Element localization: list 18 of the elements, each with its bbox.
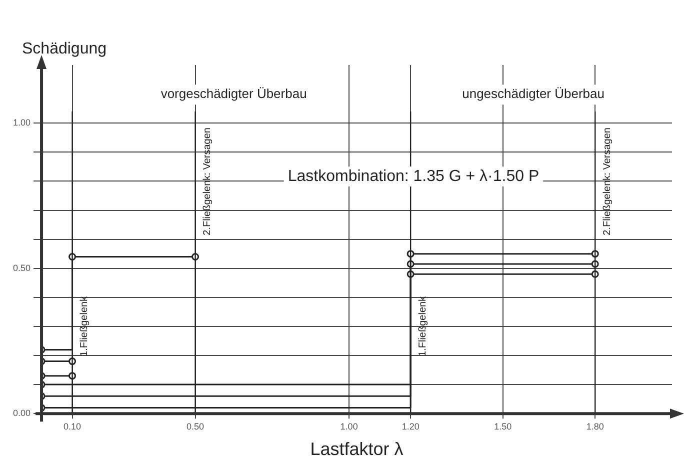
annotation: Lastkombination: 1.35 G + λ·1.50 P	[288, 168, 540, 185]
x-tick-label: 0.10	[64, 421, 82, 432]
y-tick-label: 0.50	[12, 262, 31, 273]
y-axis-title: Schädigung	[22, 40, 107, 58]
annotation: vorgeschädigter Überbau	[160, 86, 307, 102]
annotation: ungeschädigter Überbau	[462, 86, 604, 102]
ref-line-label: 2.Fließgelenk: Versagen	[202, 128, 214, 236]
x-tick-label: 1.80	[586, 421, 604, 432]
x-tick-label: 1.50	[494, 421, 512, 432]
x-axis-title: Lastfaktor λ	[310, 439, 404, 460]
ref-line-label: 1.Fließgelenk	[417, 295, 428, 356]
y-tick-label: 1.00	[12, 118, 31, 128]
y-tick-label: 0.00	[12, 408, 31, 418]
x-tick-label: 1.00	[340, 421, 358, 432]
ref-line-label: 1.Fließgelenk	[79, 295, 90, 356]
ref-line-label: 2.Fließgelenk: Versagen	[602, 128, 613, 236]
x-tick-label: 1.20	[402, 421, 420, 432]
x-tick-label: 0.50	[186, 421, 204, 432]
